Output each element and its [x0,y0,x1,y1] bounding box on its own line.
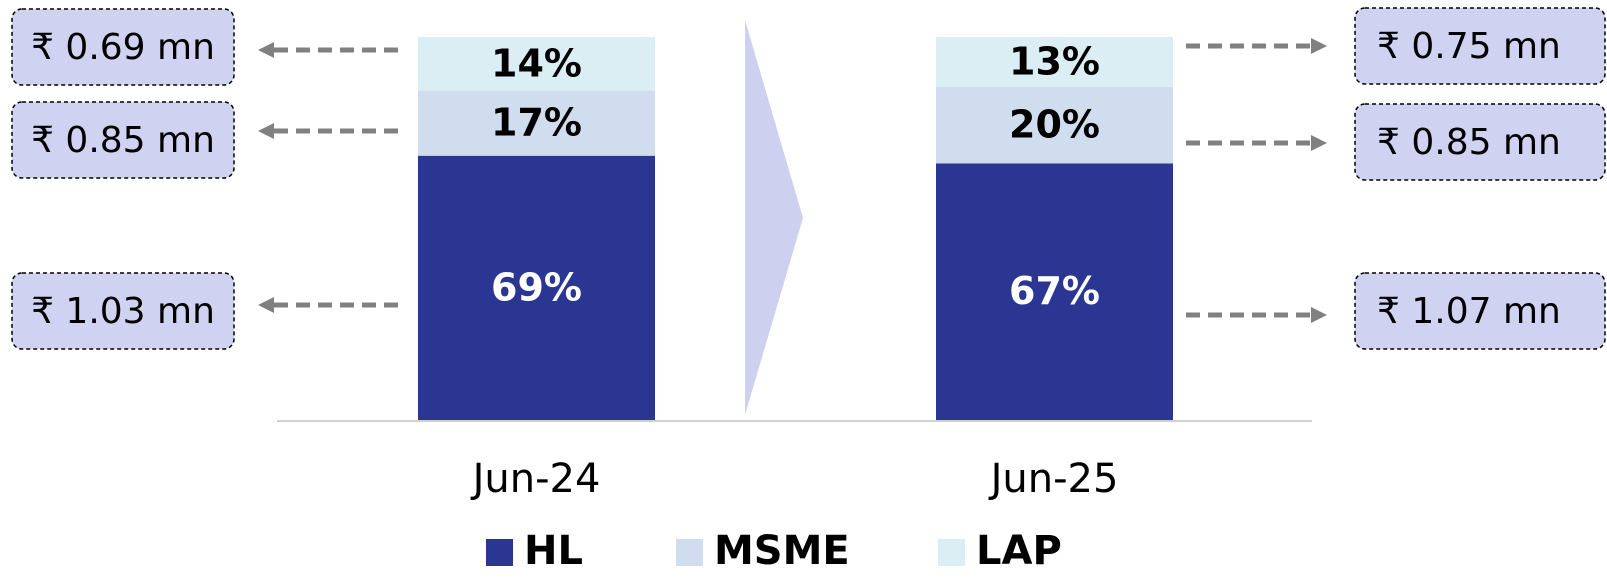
bar-segment [936,163,1173,420]
annotation-box [11,101,235,179]
legend-label: LAP [976,528,1062,574]
x-tick-label: Jun-24 [470,456,601,502]
annotation-label: ₹ 0.69 mn [31,27,215,68]
legend-label: HL [524,528,583,574]
arrow-head [1311,307,1327,323]
value-label: 17% [491,101,582,145]
value-label: 13% [1009,39,1100,83]
bar-segment [418,155,655,421]
arrow-head [1311,38,1327,54]
legend-swatch [676,539,703,566]
annotation-label: ₹ 0.85 mn [31,120,215,161]
arrow-head [258,123,274,139]
value-label: 20% [1009,103,1100,147]
legend-label: MSME [714,528,850,574]
annotation-box [11,8,235,86]
arrow-head [258,297,274,313]
annotation-box [11,272,235,350]
x-tick-label: Jun-25 [988,456,1119,502]
annotation-label: ₹ 1.07 mn [1377,291,1561,332]
bar-segment [936,37,1173,87]
value-label: 67% [1009,269,1100,313]
legend-swatch [938,539,965,566]
value-label: 14% [491,41,582,85]
arrow-head [258,42,274,58]
chevron [745,20,803,415]
annotation-box [1354,272,1606,350]
bar-segment [936,86,1173,164]
value-label: 69% [491,265,582,309]
bar-segment [418,90,655,156]
arrow-head [1311,135,1327,151]
annotation-label: ₹ 0.75 mn [1377,26,1561,67]
annotation-box [1354,103,1606,181]
annotation-box [1354,7,1606,85]
bar-segment [418,37,655,91]
annotation-label: ₹ 1.03 mn [31,291,215,332]
legend-swatch [486,539,513,566]
annotation-label: ₹ 0.85 mn [1377,122,1561,163]
